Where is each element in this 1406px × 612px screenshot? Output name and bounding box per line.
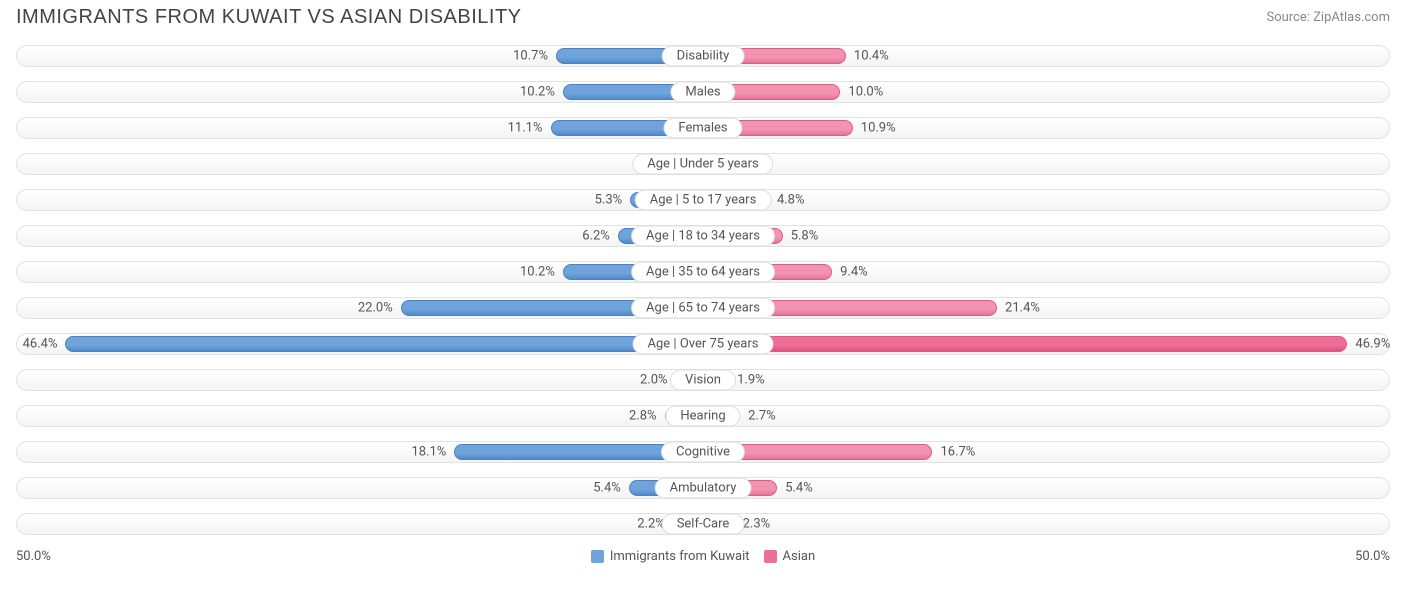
chart-row: 2.0% 1.9%Vision [16, 365, 1390, 395]
chart-row: 10.2% 10.0% Males [16, 77, 1390, 107]
chart-row: 5.3% 4.8% Age | 5 to 17 years [16, 185, 1390, 215]
value-left: 5.4% [593, 481, 621, 496]
chart-row: 10.7% 10.4% Disability [16, 41, 1390, 71]
chart-row: 6.2% 5.8% Age | 18 to 34 years [16, 221, 1390, 251]
chart-row: 22.0% 21.4% Age | 65 to 74 years [16, 293, 1390, 323]
chart-row: 1.2%1.1%Age | Under 5 years [16, 149, 1390, 179]
value-right: 10.9% [861, 121, 896, 136]
value-left: 10.7% [513, 49, 548, 64]
category-label: Age | 35 to 64 years [631, 262, 775, 283]
value-left: 2.0% [640, 373, 668, 388]
chart-row: 11.1% 10.9% Females [16, 113, 1390, 143]
value-right: 2.3% [743, 517, 771, 532]
legend-left-swatch [591, 550, 604, 563]
axis-max-right: 50.0% [1355, 549, 1390, 564]
category-label: Cognitive [661, 442, 745, 463]
category-label: Females [663, 118, 742, 139]
value-right: 21.4% [1005, 301, 1040, 316]
category-label: Ambulatory [655, 478, 752, 499]
bar-left [65, 336, 703, 352]
value-left: 10.2% [520, 85, 555, 100]
value-left: 46.4% [23, 337, 58, 352]
chart-source: Source: ZipAtlas.com [1266, 10, 1390, 25]
value-left: 5.3% [595, 193, 623, 208]
category-label: Age | 65 to 74 years [631, 298, 775, 319]
value-right: 9.4% [840, 265, 868, 280]
category-label: Age | 18 to 34 years [631, 226, 775, 247]
chart-row: 18.1% 16.7% Cognitive [16, 437, 1390, 467]
category-label: Disability [662, 46, 745, 67]
legend-left-label: Immigrants from Kuwait [610, 549, 750, 564]
chart-title: IMMIGRANTS FROM KUWAIT VS ASIAN DISABILI… [16, 6, 522, 29]
value-right: 2.7% [748, 409, 776, 424]
value-right: 10.0% [848, 85, 883, 100]
value-right: 4.8% [777, 193, 805, 208]
chart-row: 46.4% 46.9% Age | Over 75 years [16, 329, 1390, 359]
value-right: 16.7% [940, 445, 975, 460]
value-left: 2.2% [637, 517, 665, 532]
value-left: 6.2% [582, 229, 610, 244]
category-label: Hearing [665, 406, 740, 427]
category-label: Age | Over 75 years [633, 334, 774, 355]
category-label: Age | Under 5 years [632, 154, 773, 175]
category-label: Self-Care [662, 514, 745, 535]
legend-right-label: Asian [783, 549, 816, 564]
chart-footer: 50.0% Immigrants from Kuwait Asian 50.0% [0, 545, 1406, 564]
axis-max-left: 50.0% [16, 549, 51, 564]
chart-row: 2.8% 2.7% Hearing [16, 401, 1390, 431]
value-left: 11.1% [508, 121, 543, 136]
value-right: 46.9% [1355, 337, 1390, 352]
value-right: 5.4% [785, 481, 813, 496]
category-label: Males [670, 82, 735, 103]
chart-area: 10.7% 10.4% Disability 10.2% 10.0% Males 11.1%… [0, 39, 1406, 539]
category-label: Age | 5 to 17 years [635, 190, 772, 211]
category-label: Vision [670, 370, 736, 391]
value-left: 18.1% [411, 445, 446, 460]
chart-header: IMMIGRANTS FROM KUWAIT VS ASIAN DISABILI… [0, 0, 1406, 39]
legend-right: Asian [764, 549, 816, 564]
chart-row: 10.2% 9.4% Age | 35 to 64 years [16, 257, 1390, 287]
value-right: 1.9% [737, 373, 765, 388]
value-left: 22.0% [358, 301, 393, 316]
value-right: 5.8% [791, 229, 819, 244]
chart-row: 5.4% 5.4% Ambulatory [16, 473, 1390, 503]
legend-left: Immigrants from Kuwait [591, 549, 750, 564]
chart-row: 2.2% 2.3%Self-Care [16, 509, 1390, 539]
value-right: 10.4% [854, 49, 889, 64]
bar-right [703, 336, 1347, 352]
value-left: 2.8% [629, 409, 657, 424]
legend-right-swatch [764, 550, 777, 563]
value-left: 10.2% [520, 265, 555, 280]
